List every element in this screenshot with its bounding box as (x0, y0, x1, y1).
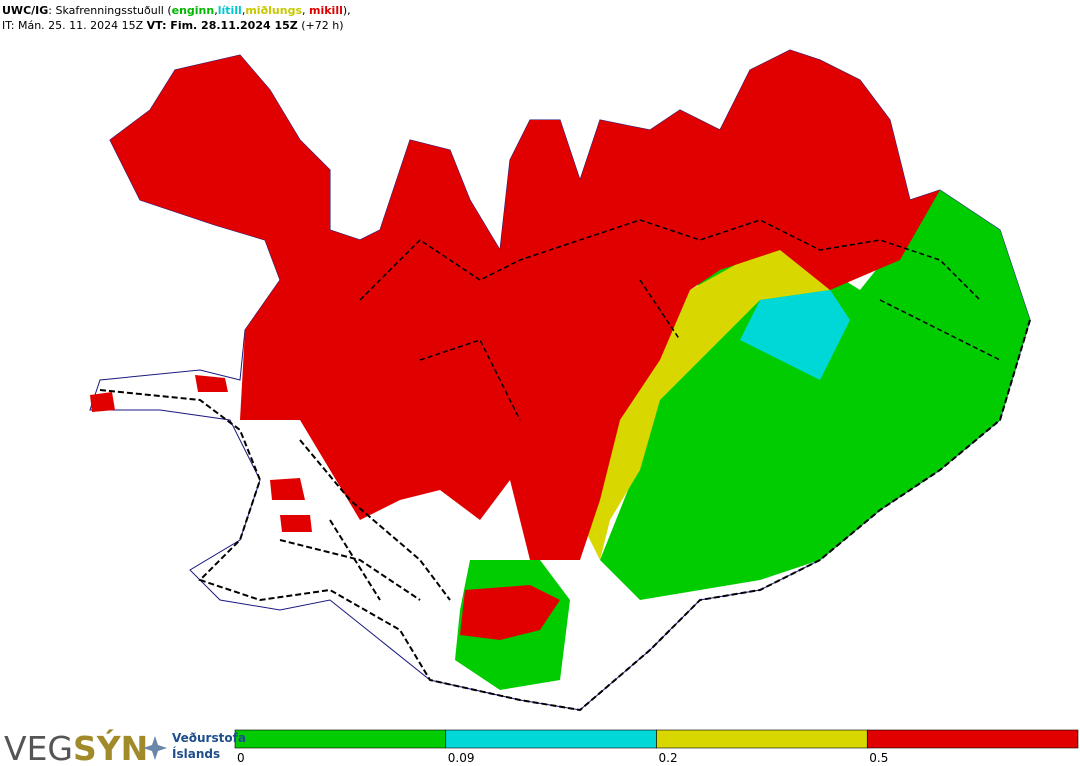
legend-tick-label: 0.09 (448, 751, 475, 765)
legend-swatch (445, 729, 657, 749)
header: UWC/IG: Skafrenningsstuðull (enginn,líti… (2, 3, 351, 33)
header-text: UWC/IG (2, 4, 49, 17)
logo-org: Veðurstofa (172, 731, 246, 745)
header-text: miðlungs (245, 4, 302, 17)
header-text: IT: Mán. 25. 11. 2024 15Z (2, 19, 147, 32)
header-text: (+72 h) (297, 19, 344, 32)
legend-swatch (234, 729, 447, 749)
header-text: ), (342, 4, 351, 17)
logo-text: VEGSÝN (4, 728, 148, 766)
logo-star (143, 736, 167, 760)
header-text: mikill (309, 4, 343, 17)
zone-red (90, 375, 312, 532)
header-line: UWC/IG: Skafrenningsstuðull (enginn,líti… (2, 3, 351, 18)
legend-tick-label: 0.2 (659, 751, 678, 765)
legend-tick-label: 0 (237, 751, 245, 765)
header-text: lítill (217, 4, 242, 17)
header-text: enginn (171, 4, 215, 17)
zone-cyan (740, 290, 850, 380)
zone-red (110, 50, 940, 560)
header-text: , (214, 4, 218, 17)
legend: 0 0.09 0.2 0.5 (234, 729, 1079, 765)
land (89, 49, 1031, 712)
zone-yellow (580, 240, 830, 560)
header-text: , (241, 4, 246, 17)
logo-brand: SÝN (73, 728, 148, 766)
legend-swatch (866, 729, 1079, 749)
header-text: VT: Fim. 28.11.2024 15Z (146, 19, 298, 32)
header-line: IT: Mán. 25. 11. 2024 15Z VT: Fim. 28.11… (2, 18, 351, 33)
legend-tick-label: 0.5 (869, 751, 888, 765)
legend-swatch (656, 729, 868, 749)
header-text: , (302, 4, 309, 17)
logo-brand: VEG (4, 729, 73, 766)
logo: VEGSÝN Veðurstofa Íslands (4, 728, 246, 766)
road (99, 319, 1031, 712)
logo-org: Íslands (172, 746, 220, 761)
header-text: : Skafrenningsstuðull ( (48, 4, 172, 17)
zone-red (460, 585, 560, 640)
